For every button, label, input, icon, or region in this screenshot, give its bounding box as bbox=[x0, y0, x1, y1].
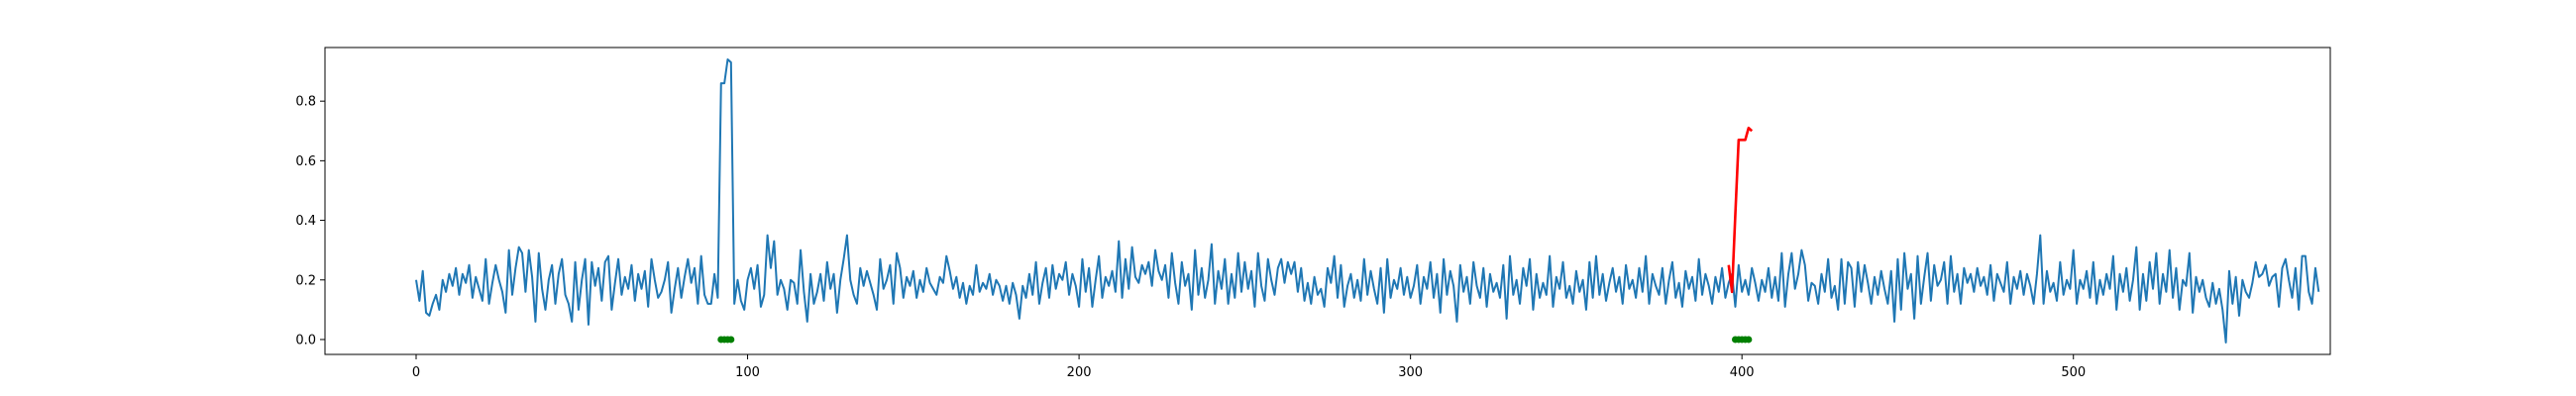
y-axis: 0.0 0.2 0.4 0.6 0.8 bbox=[295, 95, 325, 347]
x-tick-label: 500 bbox=[2061, 365, 2086, 380]
x-tick-label: 0 bbox=[412, 365, 420, 380]
plot-content bbox=[415, 58, 2320, 344]
series-line-2 bbox=[1727, 126, 1754, 294]
y-tick-label: 0.8 bbox=[295, 95, 316, 110]
x-tick-label: 400 bbox=[1730, 365, 1755, 380]
x-axis: 0 100 200 300 400 500 bbox=[412, 354, 2086, 380]
x-tick-label: 300 bbox=[1398, 365, 1423, 380]
series-marker-3 bbox=[727, 336, 735, 344]
x-tick-label: 100 bbox=[735, 365, 760, 380]
y-tick-label: 0.4 bbox=[295, 214, 316, 229]
y-tick-label: 0.2 bbox=[295, 273, 316, 288]
plot-frame bbox=[324, 47, 2331, 355]
y-tick-label: 0.0 bbox=[295, 333, 316, 347]
x-tick-label: 200 bbox=[1067, 365, 1092, 380]
series-marker-3 bbox=[1745, 336, 1753, 344]
y-tick-label: 0.6 bbox=[295, 154, 316, 169]
series-line-1 bbox=[415, 58, 2320, 344]
